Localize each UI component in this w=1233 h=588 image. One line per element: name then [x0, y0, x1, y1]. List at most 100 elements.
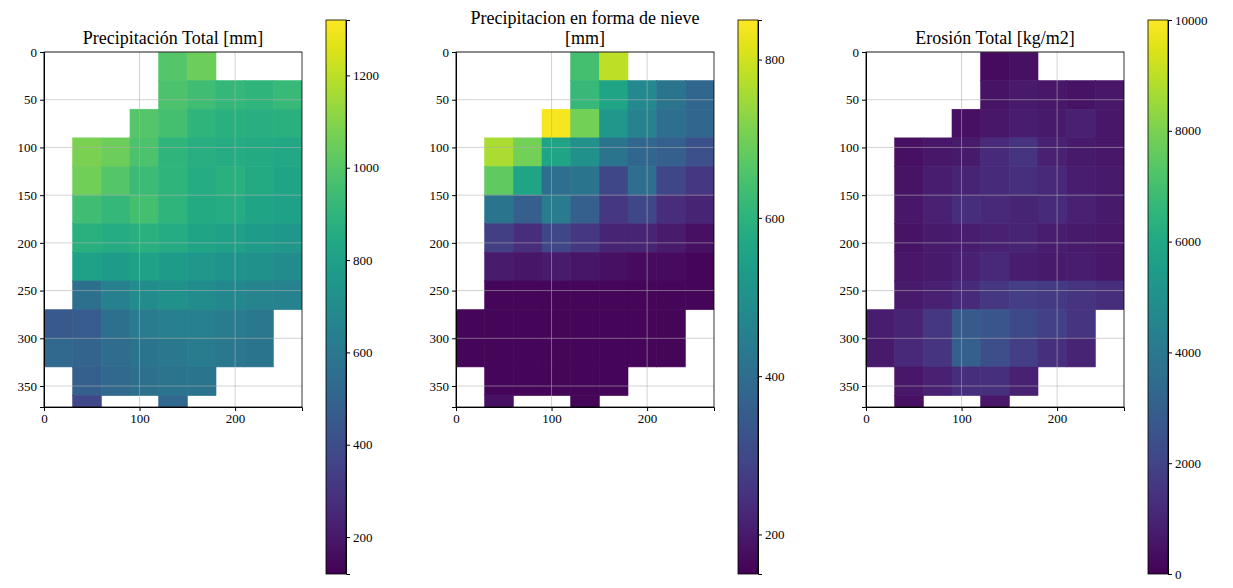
tick-mark	[40, 243, 44, 244]
cell	[73, 138, 102, 167]
grid-line	[456, 338, 714, 339]
tick-label: 300	[430, 331, 450, 346]
tick: 200	[346, 530, 373, 545]
panel: 0100200050100150200250300350Erosión Tota…	[840, 13, 1208, 582]
tick-label: 600	[353, 345, 373, 360]
tick-label: 400	[765, 369, 785, 384]
tick-label: 600	[765, 211, 785, 226]
tick-mark	[452, 147, 456, 148]
tick-label: 350	[840, 379, 860, 394]
cell	[1038, 252, 1067, 281]
tick-label: 10000	[1175, 13, 1208, 28]
cell	[159, 81, 188, 110]
colorbar-axis: 200400600800	[758, 21, 785, 575]
cell	[216, 310, 245, 339]
tick-mark	[1168, 242, 1172, 243]
cell	[44, 338, 73, 367]
cell	[216, 252, 245, 281]
title: Precipitación Total [mm]	[83, 28, 263, 48]
colorbar-axis: 20040060080010001200	[346, 21, 379, 575]
tick-mark	[758, 534, 762, 535]
cell	[542, 252, 571, 281]
cell	[513, 338, 542, 367]
grid-line	[235, 52, 236, 407]
cell	[571, 167, 600, 196]
cell	[628, 109, 657, 138]
cell	[628, 338, 657, 367]
cell	[895, 281, 924, 310]
cell	[187, 310, 216, 339]
cell	[187, 109, 216, 138]
cell	[1095, 167, 1124, 196]
cell	[130, 224, 159, 253]
cell	[1067, 281, 1096, 310]
cell	[159, 281, 188, 310]
tick-label: 100	[840, 140, 860, 155]
cell	[952, 167, 981, 196]
cell	[187, 138, 216, 167]
tick-mark	[758, 60, 762, 61]
cell	[1095, 81, 1124, 110]
tick-label: 2000	[1175, 456, 1201, 471]
cell	[101, 338, 130, 367]
cell	[245, 338, 274, 367]
cell	[923, 252, 952, 281]
tick-mark	[1168, 463, 1172, 464]
tick-mark	[346, 352, 350, 353]
cell	[1095, 138, 1124, 167]
cell	[923, 281, 952, 310]
cell	[159, 109, 188, 138]
tick-mark	[862, 52, 866, 53]
cell	[101, 367, 130, 396]
tick: 6000	[1168, 234, 1201, 249]
cell	[273, 109, 302, 138]
cell	[1009, 81, 1038, 110]
cell	[130, 109, 159, 138]
cell	[628, 252, 657, 281]
grid-line	[456, 99, 714, 100]
cell	[73, 310, 102, 339]
cell	[981, 396, 1010, 407]
cell	[101, 310, 130, 339]
cell	[1038, 281, 1067, 310]
cell	[571, 52, 600, 81]
tick-label: 200	[840, 236, 860, 251]
cell	[1009, 310, 1038, 339]
cell	[1038, 81, 1067, 110]
grid-line	[647, 52, 648, 407]
cell	[895, 338, 924, 367]
grid	[866, 52, 1124, 407]
cell	[245, 109, 274, 138]
cell	[542, 310, 571, 339]
cell	[216, 338, 245, 367]
cell	[657, 109, 686, 138]
cell	[657, 281, 686, 310]
tick-label: 350	[430, 379, 450, 394]
colorbar	[1148, 20, 1168, 574]
tick-mark	[40, 291, 44, 292]
tick-mark	[40, 195, 44, 196]
cell	[628, 195, 657, 224]
grid-line	[139, 52, 140, 407]
cell	[571, 109, 600, 138]
tick-label: 1200	[353, 68, 379, 83]
tick-mark	[862, 195, 866, 196]
tick: 0	[443, 45, 457, 60]
cell	[542, 109, 571, 138]
axis-line	[347, 21, 351, 575]
cell	[1038, 109, 1067, 138]
cell	[216, 138, 245, 167]
grid-line	[866, 99, 1124, 100]
cell	[1009, 281, 1038, 310]
cell	[952, 310, 981, 339]
cell	[485, 338, 514, 367]
cell	[130, 310, 159, 339]
cell	[273, 281, 302, 310]
tick: 100	[542, 407, 562, 426]
cell	[513, 252, 542, 281]
cell	[44, 310, 73, 339]
cell	[159, 252, 188, 281]
tick: 350	[430, 379, 457, 394]
cell	[981, 281, 1010, 310]
tick-label: 4000	[1175, 345, 1201, 360]
